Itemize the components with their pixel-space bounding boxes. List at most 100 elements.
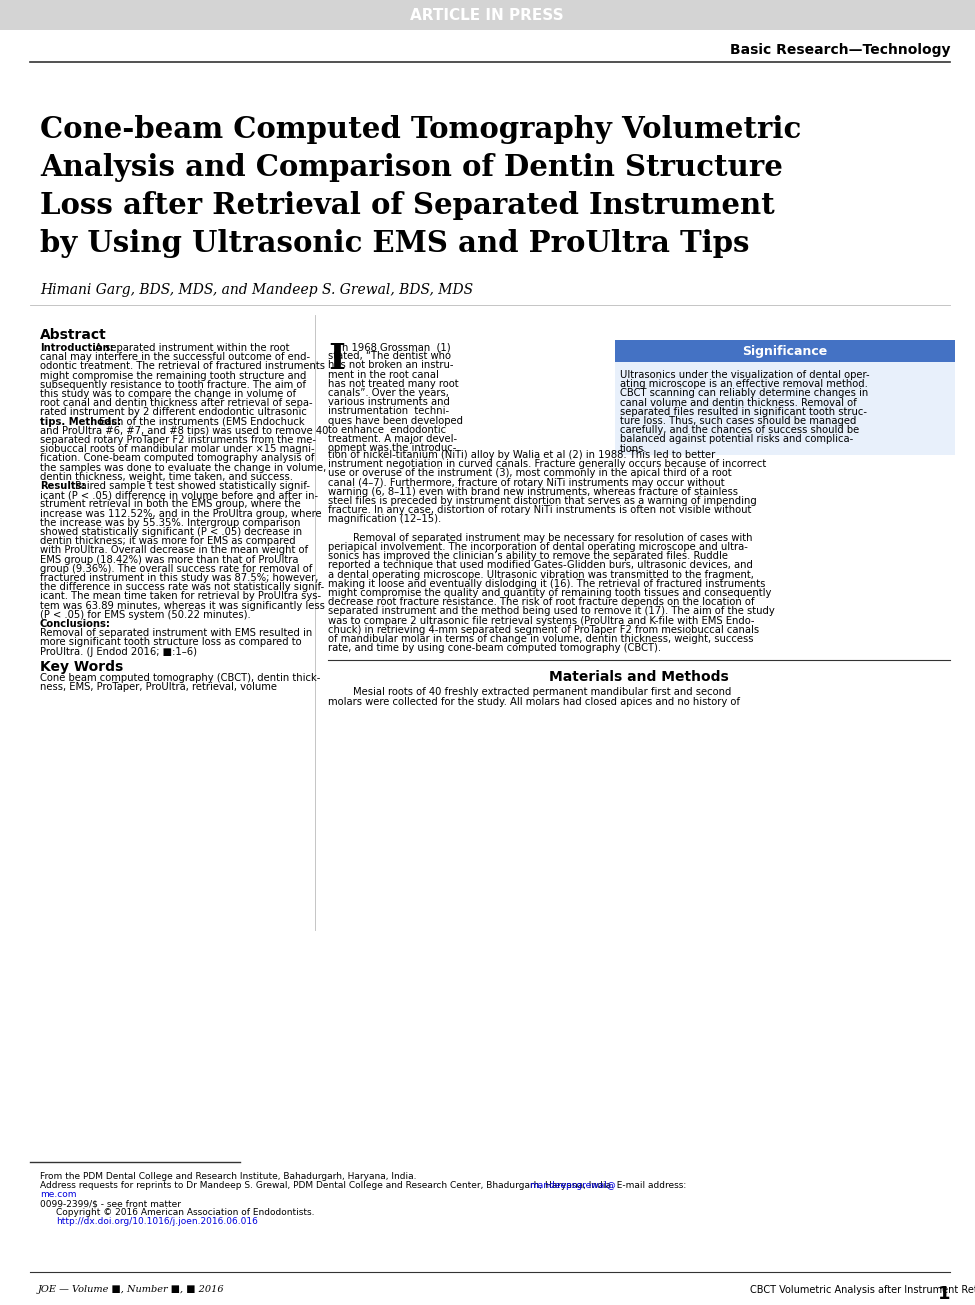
- Text: molars were collected for the study. All molars had closed apices and no history: molars were collected for the study. All…: [328, 697, 740, 706]
- Text: siobuccal roots of mandibular molar under ×15 magni-: siobuccal roots of mandibular molar unde…: [40, 444, 315, 454]
- Text: carefully, and the chances of success should be: carefully, and the chances of success sh…: [620, 425, 859, 435]
- Text: separated files resulted in significant tooth struc-: separated files resulted in significant …: [620, 407, 867, 416]
- Text: A separated instrument within the root: A separated instrument within the root: [92, 343, 290, 352]
- Text: fractured instrument in this study was 87.5%; however,: fractured instrument in this study was 8…: [40, 573, 319, 583]
- Text: odontic treatment. The retrieval of fractured instruments: odontic treatment. The retrieval of frac…: [40, 361, 325, 372]
- Text: tion of nickel-titanium (NiTi) alloy by Walia et al (2) in 1988. This led to bet: tion of nickel-titanium (NiTi) alloy by …: [328, 450, 716, 459]
- Text: treatment. A major devel-: treatment. A major devel-: [328, 435, 457, 444]
- Text: dentin thickness; it was more for EMS as compared: dentin thickness; it was more for EMS as…: [40, 536, 295, 547]
- Text: Address requests for reprints to Dr Mandeep S. Grewal, PDM Dental College and Re: Address requests for reprints to Dr Mand…: [40, 1181, 689, 1190]
- Text: CBCT scanning can reliably determine changes in: CBCT scanning can reliably determine cha…: [620, 389, 869, 398]
- Text: steel files is preceded by instrument distortion that serves as a warning of imp: steel files is preceded by instrument di…: [328, 496, 757, 506]
- Text: tions.: tions.: [620, 444, 647, 454]
- Text: use or overuse of the instrument (3), most commonly in the apical third of a roo: use or overuse of the instrument (3), mo…: [328, 468, 731, 479]
- Text: separated instrument and the method being used to remove it (17). The aim of the: separated instrument and the method bein…: [328, 607, 775, 616]
- Text: Significance: Significance: [742, 345, 828, 358]
- Text: Copyright © 2016 American Association of Endodontists.: Copyright © 2016 American Association of…: [56, 1208, 315, 1218]
- Text: fracture. In any case, distortion of rotary NiTi instruments is often not visibl: fracture. In any case, distortion of rot…: [328, 505, 752, 515]
- Text: fication. Cone-beam computed tomography analysis of: fication. Cone-beam computed tomography …: [40, 453, 314, 463]
- Text: stated, “The dentist who: stated, “The dentist who: [328, 351, 451, 361]
- Text: subsequently resistance to tooth fracture. The aim of: subsequently resistance to tooth fractur…: [40, 380, 306, 390]
- Text: 0099-2399/$ - see front matter: 0099-2399/$ - see front matter: [40, 1199, 181, 1208]
- Text: tips. Methods:: tips. Methods:: [40, 416, 121, 427]
- Text: separated rotary ProTaper F2 instruments from the me-: separated rotary ProTaper F2 instruments…: [40, 435, 316, 445]
- Text: (P < .05) for EMS system (50.22 minutes).: (P < .05) for EMS system (50.22 minutes)…: [40, 609, 254, 620]
- Text: Cone beam computed tomography (CBCT), dentin thick-: Cone beam computed tomography (CBCT), de…: [40, 673, 321, 683]
- Text: Key Words: Key Words: [40, 660, 123, 673]
- Text: canals”. Over the years,: canals”. Over the years,: [328, 388, 448, 398]
- Text: might compromise the remaining tooth structure and: might compromise the remaining tooth str…: [40, 371, 306, 381]
- Text: icant. The mean time taken for retrieval by ProUltra sys-: icant. The mean time taken for retrieval…: [40, 591, 321, 602]
- Text: ques have been developed: ques have been developed: [328, 415, 463, 425]
- Text: dentin thickness, weight, time taken, and success.: dentin thickness, weight, time taken, an…: [40, 472, 293, 482]
- Text: 1: 1: [938, 1285, 950, 1302]
- Text: more significant tooth structure loss as compared to: more significant tooth structure loss as…: [40, 637, 301, 647]
- Text: Conclusions:: Conclusions:: [40, 619, 111, 629]
- Text: Analysis and Comparison of Dentin Structure: Analysis and Comparison of Dentin Struct…: [40, 153, 783, 181]
- Text: JOE — Volume ■, Number ■, ■ 2016: JOE — Volume ■, Number ■, ■ 2016: [38, 1285, 224, 1295]
- Text: chuck) in retrieving 4-mm separated segment of ProTaper F2 from mesiobuccal cana: chuck) in retrieving 4-mm separated segm…: [328, 625, 760, 634]
- Text: Paired sample t test showed statistically signif-: Paired sample t test showed statisticall…: [72, 482, 310, 491]
- Text: ARTICLE IN PRESS: ARTICLE IN PRESS: [410, 8, 564, 22]
- Text: strument retrieval in both the EMS group, where the: strument retrieval in both the EMS group…: [40, 500, 300, 509]
- Text: instrument negotiation in curved canals. Fracture generally occurs because of in: instrument negotiation in curved canals.…: [328, 459, 766, 470]
- Text: icant (P < .05) difference in volume before and after in-: icant (P < .05) difference in volume bef…: [40, 491, 318, 500]
- Text: opment was the introduc-: opment was the introduc-: [328, 444, 456, 453]
- Text: Removal of separated instrument may be necessary for resolution of cases with: Removal of separated instrument may be n…: [328, 532, 753, 543]
- Text: canal (4–7). Furthermore, fracture of rotary NiTi instruments may occur without: canal (4–7). Furthermore, fracture of ro…: [328, 478, 724, 488]
- Text: rated instrument by 2 different endodontic ultrasonic: rated instrument by 2 different endodont…: [40, 407, 307, 418]
- Text: I: I: [328, 342, 345, 376]
- Text: with ProUltra. Overall decrease in the mean weight of: with ProUltra. Overall decrease in the m…: [40, 545, 308, 556]
- Text: magnification (12–15).: magnification (12–15).: [328, 514, 442, 525]
- Text: the increase was by 55.35%. Intergroup comparison: the increase was by 55.35%. Intergroup c…: [40, 518, 300, 527]
- Text: a dental operating microscope. Ultrasonic vibration was transmitted to the fragm: a dental operating microscope. Ultrasoni…: [328, 569, 754, 579]
- Text: Loss after Retrieval of Separated Instrument: Loss after Retrieval of Separated Instru…: [40, 191, 775, 221]
- Text: instrumentation  techni-: instrumentation techni-: [328, 406, 449, 416]
- Text: n 1968 Grossman  (1): n 1968 Grossman (1): [342, 342, 450, 352]
- Text: was to compare 2 ultrasonic file retrieval systems (ProUltra and K-file with EMS: was to compare 2 ultrasonic file retriev…: [328, 616, 755, 625]
- Text: Materials and Methods: Materials and Methods: [549, 671, 729, 684]
- Text: From the PDM Dental College and Research Institute, Bahadurgarh, Haryana, India.: From the PDM Dental College and Research…: [40, 1172, 416, 1181]
- Text: to enhance  endodontic: to enhance endodontic: [328, 425, 447, 435]
- Bar: [0, 0, 975, 30]
- Text: Cone-beam Computed Tomography Volumetric: Cone-beam Computed Tomography Volumetric: [40, 115, 801, 144]
- Text: mandeepsgrewal@: mandeepsgrewal@: [529, 1181, 616, 1190]
- Text: Ultrasonics under the visualization of dental oper-: Ultrasonics under the visualization of d…: [620, 371, 870, 380]
- Bar: [615, 341, 955, 361]
- Text: CBCT Volumetric Analysis after Instrument Retrieval: CBCT Volumetric Analysis after Instrumen…: [750, 1285, 975, 1295]
- Text: me.com: me.com: [40, 1190, 76, 1199]
- Text: Mesial roots of 40 freshly extracted permanent mandibular first and second: Mesial roots of 40 freshly extracted per…: [328, 688, 731, 697]
- Text: ating microscope is an effective removal method.: ating microscope is an effective removal…: [620, 380, 868, 389]
- Text: showed statistically significant (P < .05) decrease in: showed statistically significant (P < .0…: [40, 527, 302, 536]
- Bar: [615, 361, 955, 455]
- Text: Basic Research—Technology: Basic Research—Technology: [729, 43, 950, 57]
- Text: http://dx.doi.org/10.1016/j.joen.2016.06.016: http://dx.doi.org/10.1016/j.joen.2016.06…: [56, 1218, 257, 1225]
- Text: might compromise the quality and quantity of remaining tooth tissues and consequ: might compromise the quality and quantit…: [328, 589, 771, 598]
- Text: warning (6, 8–11) even with brand new instruments, whereas fracture of stainless: warning (6, 8–11) even with brand new in…: [328, 487, 738, 497]
- Text: Introduction:: Introduction:: [40, 343, 114, 352]
- Text: ness, EMS, ProTaper, ProUltra, retrieval, volume: ness, EMS, ProTaper, ProUltra, retrieval…: [40, 683, 277, 692]
- Text: reported a technique that used modified Gates-Glidden burs, ultrasonic devices, : reported a technique that used modified …: [328, 560, 753, 570]
- Text: balanced against potential risks and complica-: balanced against potential risks and com…: [620, 435, 853, 445]
- Text: various instruments and: various instruments and: [328, 397, 449, 407]
- Text: increase was 112.52%, and in the ProUltra group, where: increase was 112.52%, and in the ProUltr…: [40, 509, 322, 518]
- Text: has not broken an instru-: has not broken an instru-: [328, 360, 453, 371]
- Text: and ProUltra #6, #7, and #8 tips) was used to remove 40: and ProUltra #6, #7, and #8 tips) was us…: [40, 425, 329, 436]
- Text: group (9.36%). The overall success rate for removal of: group (9.36%). The overall success rate …: [40, 564, 312, 574]
- Text: decrease root fracture resistance. The risk of root fracture depends on the loca: decrease root fracture resistance. The r…: [328, 598, 755, 607]
- Text: by Using Ultrasonic EMS and ProUltra Tips: by Using Ultrasonic EMS and ProUltra Tip…: [40, 228, 750, 258]
- Text: ProUltra. (J Endod 2016; ■:1–6): ProUltra. (J Endod 2016; ■:1–6): [40, 646, 197, 656]
- Text: root canal and dentin thickness after retrieval of sepa-: root canal and dentin thickness after re…: [40, 398, 313, 408]
- Text: ture loss. Thus, such cases should be managed: ture loss. Thus, such cases should be ma…: [620, 416, 856, 425]
- Text: Himani Garg, BDS, MDS, and Mandeep S. Grewal, BDS, MDS: Himani Garg, BDS, MDS, and Mandeep S. Gr…: [40, 283, 473, 298]
- Text: making it loose and eventually dislodging it (16). The retrieval of fractured in: making it loose and eventually dislodgin…: [328, 579, 765, 589]
- Text: Removal of separated instrument with EMS resulted in: Removal of separated instrument with EMS…: [40, 628, 312, 638]
- Text: has not treated many root: has not treated many root: [328, 378, 458, 389]
- Text: of mandibular molar in terms of change in volume, dentin thickness, weight, succ: of mandibular molar in terms of change i…: [328, 634, 754, 643]
- Text: the samples was done to evaluate the change in volume,: the samples was done to evaluate the cha…: [40, 462, 327, 472]
- Text: Abstract: Abstract: [40, 328, 106, 342]
- Text: periapical involvement. The incorporation of dental operating microscope and ult: periapical involvement. The incorporatio…: [328, 542, 748, 552]
- Text: EMS group (18.42%) was more than that of ProUltra: EMS group (18.42%) was more than that of…: [40, 555, 298, 565]
- Text: Results:: Results:: [40, 482, 86, 491]
- Text: tem was 63.89 minutes, whereas it was significantly less: tem was 63.89 minutes, whereas it was si…: [40, 600, 325, 611]
